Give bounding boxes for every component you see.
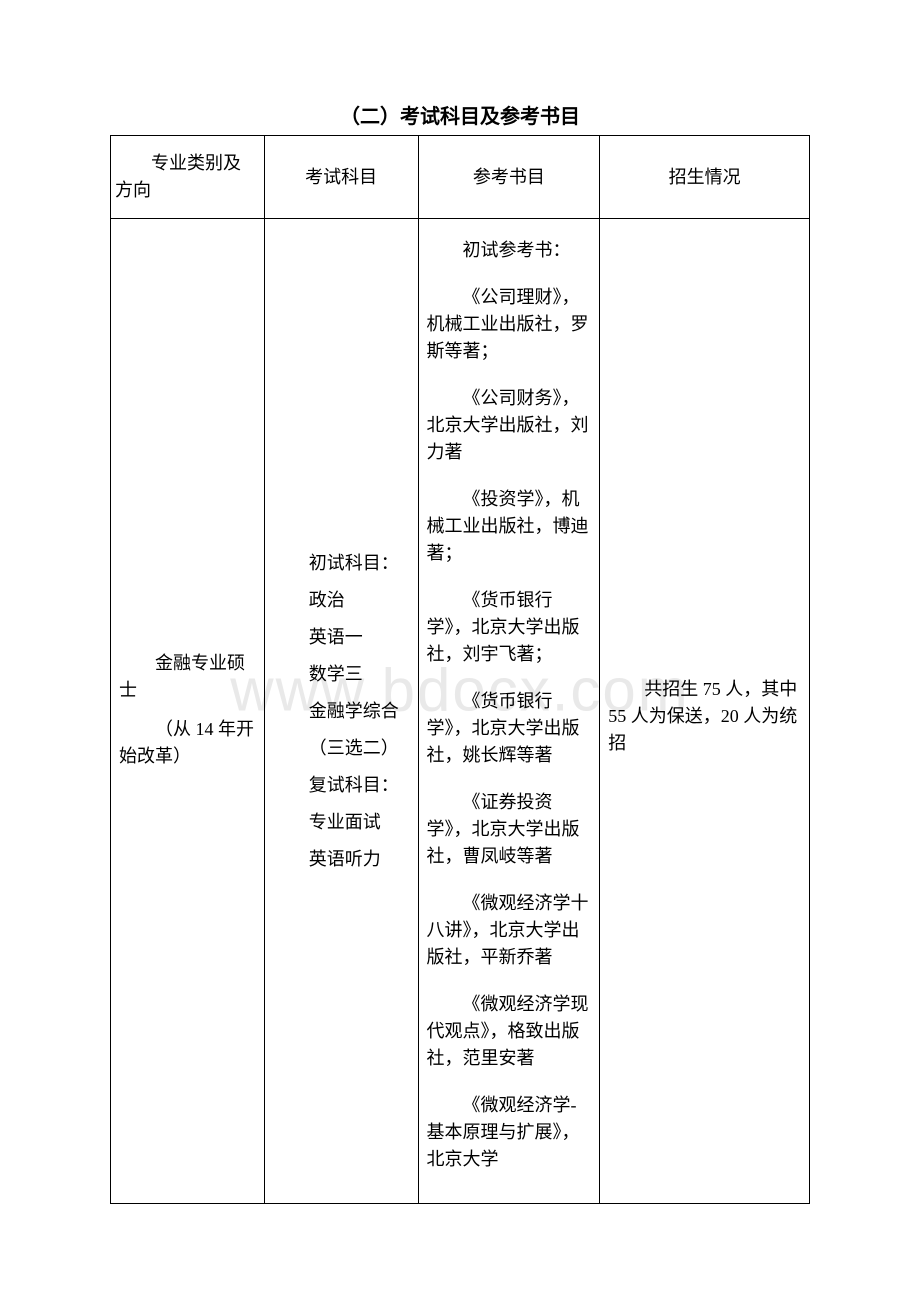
cell-enroll: 共招生 75 人，其中 55 人为保送，20 人为统招 (600, 219, 810, 1204)
subject-p3: 英语一 (273, 624, 410, 651)
cell-subject: 初试科目： 政治 英语一 数学三 金融学综合 （三选二） 复试科目： 专业面试 … (264, 219, 418, 1204)
ref-p6: 《货币银行学》，北京大学出版社，姚长辉等著 (427, 688, 592, 769)
exam-reference-table: 专业类别及方向 考试科目 参考书目 招生情况 金融专业硕士 （从 14 年开始改… (110, 135, 810, 1204)
header-major-line2: 方向 (115, 180, 151, 200)
ref-p4: 《投资学》，机械工业出版社，博迪著； (427, 486, 592, 567)
table-header-row: 专业类别及方向 考试科目 参考书目 招生情况 (111, 136, 810, 219)
major-p2: （从 14 年开始改革） (119, 716, 256, 770)
subject-p6: （三选二） (273, 735, 410, 762)
header-major-line1: 专业类别及 (115, 150, 260, 177)
header-reference: 参考书目 (418, 136, 600, 219)
subject-p9: 英语听力 (273, 846, 410, 873)
ref-p3: 《公司财务》，北京大学出版社，刘力著 (427, 385, 592, 466)
table-row: 金融专业硕士 （从 14 年开始改革） 初试科目： 政治 英语一 数学三 金融学… (111, 219, 810, 1204)
header-enroll: 招生情况 (600, 136, 810, 219)
subject-p1: 初试科目： (273, 550, 410, 577)
section-title: （二）考试科目及参考书目 (110, 100, 810, 129)
header-major: 专业类别及方向 (111, 136, 265, 219)
header-subject: 考试科目 (264, 136, 418, 219)
subject-p7: 复试科目： (273, 772, 410, 799)
document-page: www.bdocx.com （二）考试科目及参考书目 专业类别及方向 考试科目 … (0, 0, 920, 1302)
major-p1: 金融专业硕士 (119, 650, 256, 704)
subject-p2: 政治 (273, 587, 410, 614)
cell-major: 金融专业硕士 （从 14 年开始改革） (111, 219, 265, 1204)
ref-p7: 《证券投资学》，北京大学出版社，曹凤岐等著 (427, 789, 592, 870)
enroll-p1: 共招生 75 人，其中 55 人为保送，20 人为统招 (608, 676, 801, 757)
ref-p2: 《公司理财》，机械工业出版社，罗斯等著； (427, 284, 592, 365)
subject-p4: 数学三 (273, 661, 410, 688)
ref-p9: 《微观经济学现代观点》，格致出版社，范里安著 (427, 991, 592, 1072)
cell-reference: 初试参考书： 《公司理财》，机械工业出版社，罗斯等著； 《公司财务》，北京大学出… (418, 219, 600, 1204)
ref-p1: 初试参考书： (427, 237, 592, 264)
ref-p8: 《微观经济学十八讲》，北京大学出版社，平新乔著 (427, 890, 592, 971)
subject-p8: 专业面试 (273, 809, 410, 836)
ref-p10: 《微观经济学-基本原理与扩展》，北京大学 (427, 1092, 592, 1173)
ref-p5: 《货币银行学》，北京大学出版社，刘宇飞著； (427, 587, 592, 668)
subject-p5: 金融学综合 (273, 698, 410, 725)
